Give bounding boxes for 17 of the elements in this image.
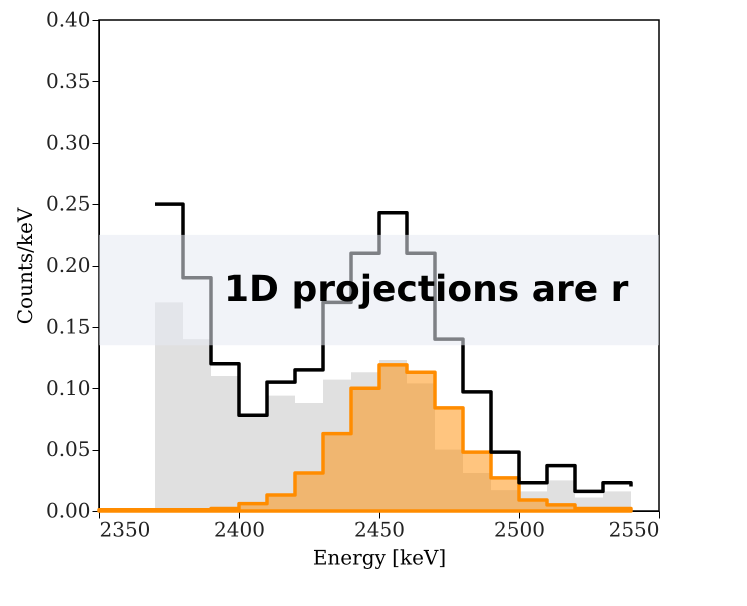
band-label: 1D projections are r — [224, 269, 629, 310]
y-tick-label: 0.15 — [46, 314, 90, 338]
x-tick-label: 2550 — [608, 518, 660, 542]
y-tick-label: 0.30 — [46, 130, 90, 154]
y-tick-label: 0.00 — [46, 498, 90, 522]
y-tick-label: 0.20 — [46, 253, 90, 277]
y-tick-label: 0.10 — [46, 376, 90, 400]
x-tick-label: 2400 — [214, 518, 265, 542]
y-tick-label: 0.25 — [46, 192, 90, 216]
y-tick-label: 0.05 — [46, 437, 90, 462]
y-axis-title: Counts/keV — [12, 207, 37, 324]
y-tick-label: 0.35 — [46, 68, 90, 93]
y-tick-label: 0.40 — [46, 8, 90, 32]
x-tick-label: 2500 — [494, 518, 545, 542]
x-tick-label: 2450 — [354, 518, 405, 542]
x-tick-label: 2350 — [100, 518, 150, 542]
x-axis-title: Energy [keV] — [312, 546, 446, 570]
